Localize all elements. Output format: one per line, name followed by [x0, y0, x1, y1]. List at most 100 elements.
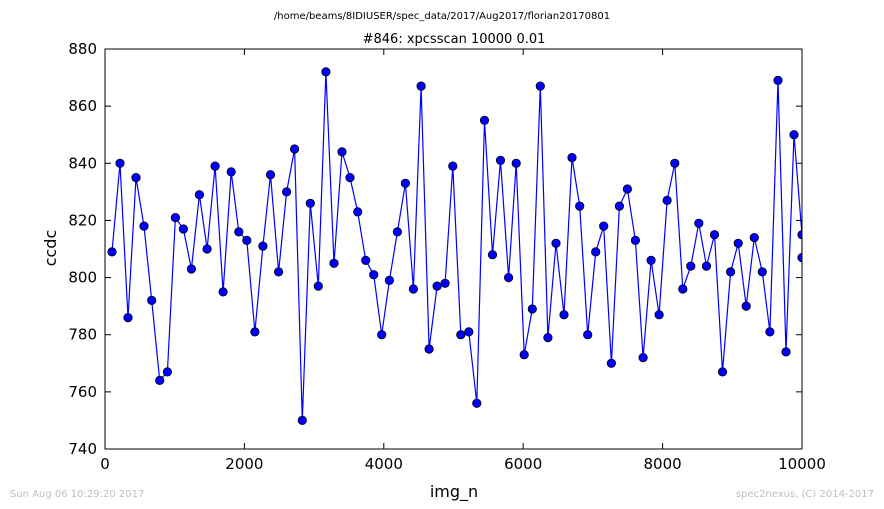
x-tick-label: 2000 [225, 455, 263, 473]
data-point [575, 201, 585, 211]
y-tick-label: 860 [68, 97, 97, 115]
y-tick-label: 880 [68, 40, 97, 58]
data-point [408, 284, 418, 294]
x-tick-label: 0 [100, 455, 110, 473]
data-point [479, 115, 490, 126]
data-point [242, 235, 252, 245]
data-point [178, 224, 188, 234]
data-point [218, 287, 228, 297]
y-tick-label: 740 [68, 440, 97, 458]
data-point [773, 75, 783, 86]
data-point [472, 398, 482, 408]
data-point [210, 161, 220, 171]
footer-credit: spec2nexus, (C) 2014-2017 [735, 489, 874, 500]
data-point [186, 264, 196, 274]
footer-timestamp: Sun Aug 06 10:29:20 2017 [10, 489, 145, 500]
series-line [111, 71, 802, 421]
data-point [694, 218, 704, 228]
data-point [440, 278, 450, 288]
x-axis-label: img_n [430, 482, 478, 502]
data-point [400, 178, 410, 188]
data-point [519, 350, 529, 360]
data-point [749, 233, 759, 243]
axis-ticks: 0 2000 4000 6000 8000 10000 740 760 780 800 820 840… [68, 40, 826, 473]
data-point [115, 158, 125, 168]
data-point [591, 247, 601, 257]
data-point [599, 221, 609, 231]
data-point [678, 284, 688, 294]
data-point [273, 267, 284, 277]
data-point [424, 344, 434, 354]
data-point [741, 301, 751, 311]
data-point [147, 295, 157, 305]
data-point [456, 330, 466, 340]
data-point [543, 332, 553, 343]
data-point [131, 173, 141, 183]
data-point [551, 238, 561, 248]
data-point [781, 347, 791, 357]
data-point [265, 170, 276, 180]
data-point [511, 158, 521, 168]
y-tick-label: 800 [68, 269, 97, 287]
data-point [194, 190, 204, 200]
data-point [345, 173, 355, 183]
data-point [369, 270, 379, 280]
y-axis-label: ccdc [41, 230, 60, 267]
data-point [630, 235, 641, 245]
data-point [559, 310, 569, 320]
data-point [717, 367, 728, 377]
data-point [432, 281, 442, 291]
data-point [234, 227, 244, 237]
plot-area-frame [104, 48, 803, 450]
data-point [281, 187, 292, 197]
data-point [527, 304, 537, 314]
y-tick-label: 780 [68, 326, 97, 344]
data-point [614, 201, 625, 211]
data-point [107, 247, 117, 257]
data-point [654, 310, 664, 320]
data-point [709, 230, 720, 240]
data-point [487, 250, 498, 260]
data-point [226, 167, 236, 177]
data-point [155, 375, 165, 385]
data-point [638, 352, 648, 363]
data-point [503, 272, 514, 283]
data-point [733, 238, 743, 248]
data-point [606, 358, 617, 368]
y-tick-label: 760 [68, 383, 97, 401]
x-tick-label: 4000 [365, 455, 403, 473]
data-point [567, 153, 577, 163]
data-point [725, 267, 736, 277]
data-point [305, 198, 315, 208]
data-point [701, 261, 712, 271]
data-point [297, 415, 307, 425]
data-point [123, 312, 133, 323]
y-tick-label: 820 [68, 211, 97, 229]
data-point [464, 327, 474, 337]
data-point [337, 147, 347, 157]
data-point [757, 267, 767, 277]
data-point [258, 241, 268, 251]
data-point [377, 330, 387, 340]
data-point [686, 261, 696, 271]
data-point [170, 213, 180, 223]
data-point [162, 367, 172, 377]
data-point [329, 258, 339, 268]
chart-title: #846: xpcsscan 10000 0.01 [363, 32, 546, 47]
series-line-group [107, 67, 802, 425]
data-point [622, 184, 633, 194]
data-point [662, 195, 672, 205]
data-point [353, 207, 363, 217]
data-point [448, 161, 458, 171]
figure-suptitle: /home/beams/8IDIUSER/spec_data/2017/Aug2… [274, 11, 610, 22]
x-tick-label: 8000 [644, 455, 682, 473]
data-point [646, 255, 656, 265]
data-point [361, 255, 371, 265]
data-point [392, 227, 402, 237]
data-point [250, 327, 260, 337]
data-point [321, 67, 331, 77]
data-point [202, 244, 212, 254]
data-point [384, 275, 394, 285]
data-point [416, 81, 426, 91]
